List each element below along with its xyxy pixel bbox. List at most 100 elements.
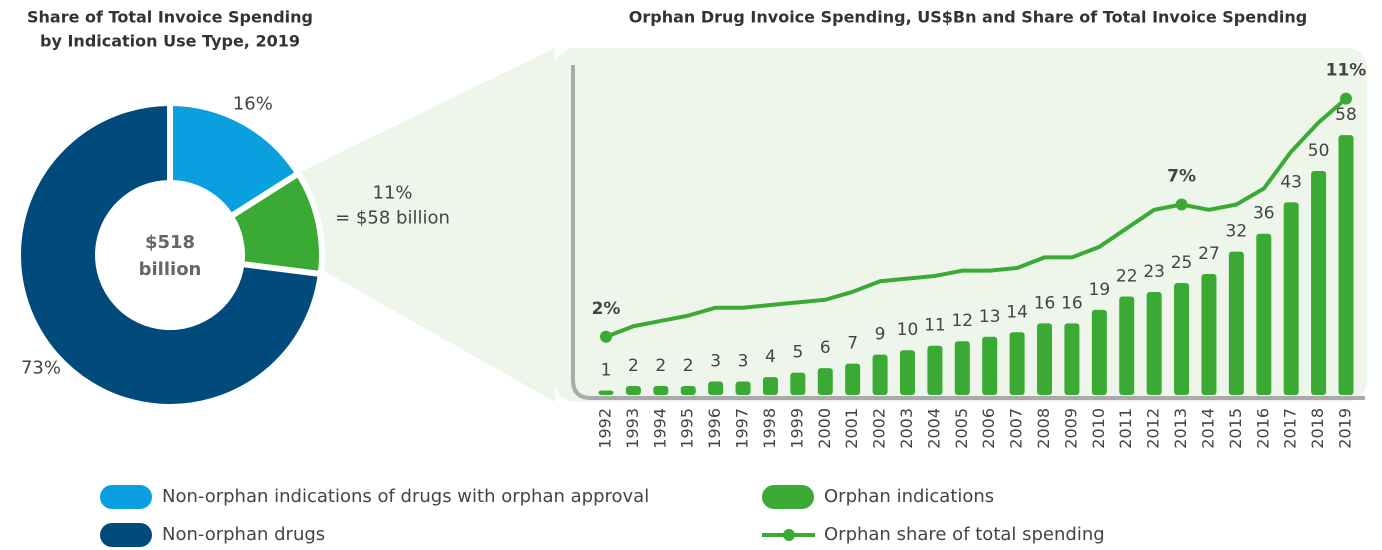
x-tick-label: 2017 <box>1281 408 1300 449</box>
data-label: 2 <box>683 356 694 376</box>
data-label: 23 <box>1143 262 1165 282</box>
bar <box>598 390 614 395</box>
data-label: 7 <box>847 334 858 354</box>
x-tick-label: 2011 <box>1116 408 1135 449</box>
x-tick-label: 2018 <box>1308 408 1327 449</box>
data-label: 3 <box>738 352 749 372</box>
chart-title: Share of Total Invoice Spending <box>27 8 313 27</box>
x-tick-label: 2003 <box>897 408 916 449</box>
data-label: 3 <box>710 352 721 372</box>
legend-label: Non-orphan indications of drugs with orp… <box>162 486 649 507</box>
legend-label: Non-orphan drugs <box>162 524 325 545</box>
data-label: 2 <box>655 356 666 376</box>
data-label: 13 <box>979 307 1001 327</box>
data-label: 7% <box>1167 167 1196 187</box>
data-label: 11 <box>924 316 946 336</box>
data-label: 11% <box>1326 61 1367 81</box>
legend-swatch <box>100 485 152 509</box>
x-tick-label: 2013 <box>1171 408 1190 449</box>
data-label: 19 <box>1089 280 1111 300</box>
x-tick-label: 2009 <box>1061 408 1080 449</box>
data-label: 11% <box>373 182 413 203</box>
line <box>605 97 1348 339</box>
x-tick-label: 1992 <box>596 408 615 449</box>
legend-swatch <box>100 523 152 547</box>
legend-label: Orphan share of total spending <box>824 524 1105 545</box>
bar <box>817 368 833 395</box>
bar <box>954 341 970 395</box>
data-label: 36 <box>1253 204 1275 224</box>
x-tick-label: 1995 <box>678 408 697 449</box>
bar <box>1338 135 1354 395</box>
x-tick-label: 2014 <box>1198 408 1217 449</box>
data-label: 16% <box>233 93 273 114</box>
data-label: 1 <box>601 361 612 381</box>
pie-slice <box>15 100 324 410</box>
x-tick-label: 2008 <box>1034 408 1053 449</box>
annotation: = $58 billion <box>335 207 450 228</box>
data-label: 27 <box>1198 244 1220 264</box>
chart-title: by Indication Use Type, 2019 <box>40 32 300 51</box>
line-marker <box>600 330 612 343</box>
chart-title: Orphan Drug Invoice Spending, US$Bn and … <box>629 8 1307 27</box>
x-tick-label: 1996 <box>705 408 724 449</box>
bar <box>1064 323 1080 395</box>
bar <box>845 363 861 395</box>
legend-label: Orphan indications <box>824 486 994 507</box>
bar <box>1091 309 1107 395</box>
x-tick-label: 2005 <box>952 408 971 449</box>
legend-swatch <box>762 485 814 509</box>
bar <box>653 386 669 395</box>
bar <box>708 381 724 395</box>
bar <box>872 354 888 395</box>
bar <box>1283 202 1299 395</box>
bar <box>1201 274 1217 395</box>
data-label: 32 <box>1226 222 1248 242</box>
x-tick-label: 2004 <box>924 408 943 449</box>
zoom-connector <box>300 48 555 402</box>
bar <box>982 336 998 395</box>
bar <box>899 350 915 395</box>
line-marker <box>1175 198 1188 211</box>
x-tick-label: 2007 <box>1007 408 1026 449</box>
x-tick-label: 2010 <box>1089 408 1108 449</box>
data-label: 10 <box>897 320 919 340</box>
x-tick-label: 1998 <box>760 408 779 449</box>
bar <box>762 377 778 395</box>
data-label: 73% <box>21 358 61 379</box>
bar <box>927 345 943 395</box>
bar <box>735 381 751 395</box>
x-tick-label: 2006 <box>979 408 998 449</box>
bar <box>680 386 696 395</box>
bar <box>1037 323 1053 395</box>
x-tick-label: 2000 <box>815 408 834 449</box>
bar <box>1146 291 1162 395</box>
data-label: 16 <box>1061 293 1083 313</box>
x-tick-label: 2012 <box>1144 408 1163 449</box>
data-label: 16 <box>1034 293 1056 313</box>
data-label: 12 <box>951 311 973 331</box>
x-tick-label: 1999 <box>787 408 806 449</box>
x-tick-label: 2016 <box>1253 408 1272 449</box>
x-tick-label: 2015 <box>1226 408 1245 449</box>
x-tick-label: 1997 <box>733 408 752 449</box>
data-label: 58 <box>1335 105 1357 125</box>
bar <box>1228 251 1244 395</box>
bar <box>625 386 641 395</box>
data-label: 50 <box>1308 141 1330 161</box>
bar <box>790 372 806 395</box>
legend: Non-orphan indications of drugs with orp… <box>100 485 1105 547</box>
x-tick-label: 1994 <box>650 408 669 449</box>
data-label: 25 <box>1171 253 1193 273</box>
x-tick-label: 1993 <box>623 408 642 449</box>
data-label: 22 <box>1116 266 1138 286</box>
x-tick-label: 2019 <box>1336 408 1355 449</box>
data-label: 2 <box>628 356 639 376</box>
bar <box>1311 171 1327 395</box>
x-tick-label: 2001 <box>842 408 861 449</box>
plot-panel <box>555 48 1367 402</box>
axis-line <box>571 65 1365 400</box>
bar <box>1009 332 1025 395</box>
data-label: 9 <box>875 325 886 345</box>
